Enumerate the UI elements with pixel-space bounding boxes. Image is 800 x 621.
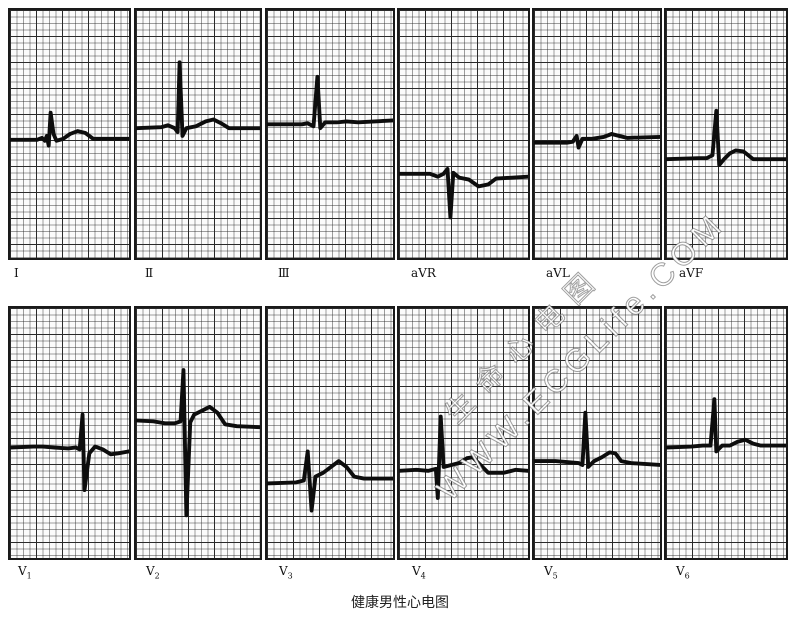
ecg-trace-lead-v6 [666, 397, 786, 454]
ecg-trace-lead-v5 [534, 410, 660, 469]
ecg-trace-lead-v2 [136, 368, 260, 518]
ecg-trace-lead-avf [666, 108, 786, 167]
lead-label-i: I [14, 266, 19, 280]
ecg-trace-lead-avr [399, 166, 528, 220]
lead-label-ii: Ⅱ [145, 266, 154, 280]
lead-label-avr: aVR [411, 266, 436, 280]
ecg-trace-lead-avl [534, 132, 660, 150]
lead-label-v6: V6 [676, 564, 690, 581]
lead-label-v4: V4 [412, 564, 426, 581]
ecg-panel-lead-avr [397, 8, 530, 260]
lead-label-v1: V1 [18, 564, 32, 581]
lead-label-avf: aVF [679, 266, 704, 280]
lead-label-v3: V3 [279, 564, 293, 581]
lead-label-iii: Ⅲ [278, 266, 290, 280]
ecg-panel-lead-i [8, 8, 131, 260]
ecg-trace-lead-v1 [10, 412, 129, 493]
ecg-panel-lead-avl [532, 8, 662, 260]
ecg-panel-lead-iii [265, 8, 395, 260]
ecg-trace-lead-iii [267, 74, 393, 131]
ecg-panel-lead-v5 [532, 306, 662, 560]
ecg-trace-lead-v3 [267, 449, 393, 513]
ecg-trace-lead-ii [136, 60, 260, 138]
ecg-panel-lead-v2 [134, 306, 262, 560]
ecg-panel-lead-ii [134, 8, 262, 260]
ecg-panel-lead-v4 [397, 306, 530, 560]
lead-label-avl: aVL [546, 266, 570, 280]
ecg-panel-lead-avf [664, 8, 788, 260]
lead-label-v2: V2 [146, 564, 160, 581]
ecg-panel-lead-v6 [664, 306, 788, 560]
ecg-panel-lead-v1 [8, 306, 131, 560]
ecg-trace-lead-i [10, 110, 129, 148]
ecg-trace-lead-v4 [399, 414, 528, 500]
lead-label-v5: V5 [544, 564, 558, 581]
ecg-panel-lead-v3 [265, 306, 395, 560]
figure-caption: 健康男性心电图 [351, 595, 449, 611]
